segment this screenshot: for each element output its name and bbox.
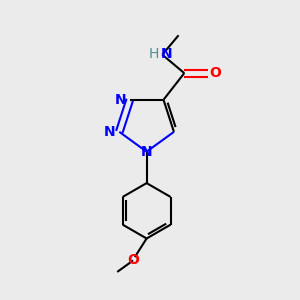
Text: H: H <box>149 47 159 61</box>
Text: O: O <box>127 254 139 267</box>
Text: N: N <box>115 93 126 107</box>
Text: N: N <box>104 125 116 139</box>
Text: N: N <box>141 145 152 159</box>
Text: N: N <box>160 47 172 61</box>
Text: O: O <box>209 66 220 80</box>
